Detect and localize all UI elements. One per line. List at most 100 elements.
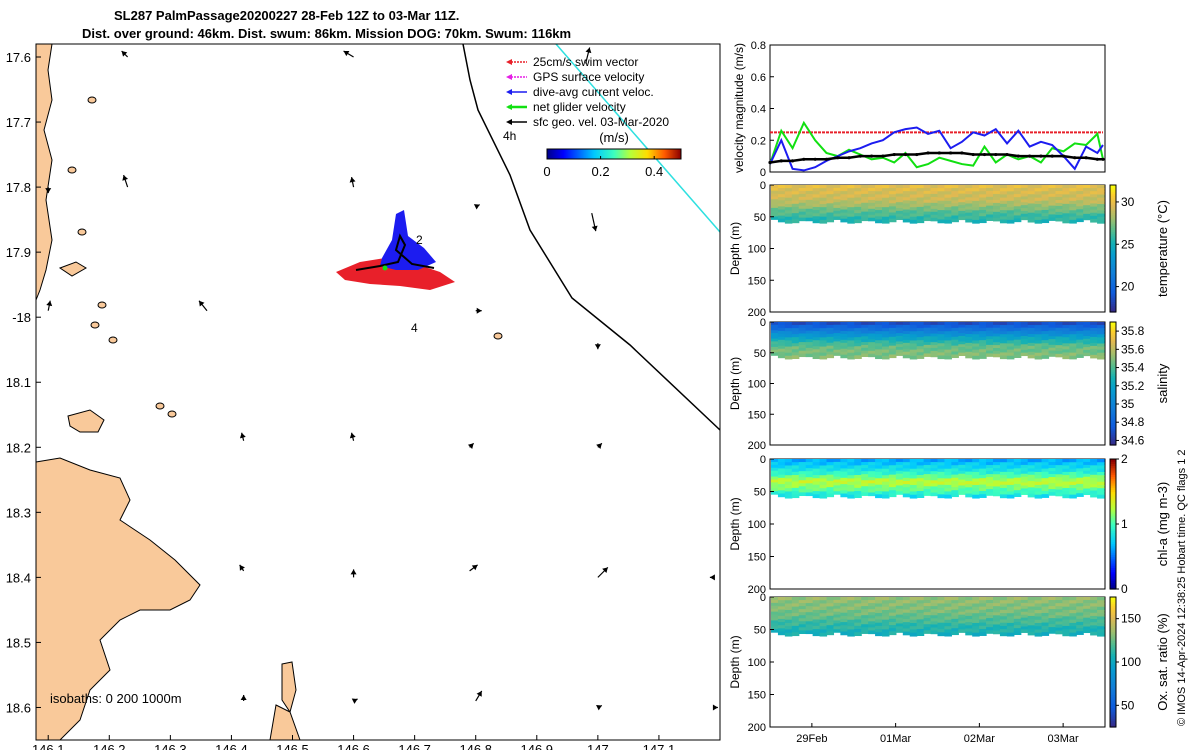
- map-colorbar-cell: [560, 149, 562, 159]
- profile-cell: [854, 325, 862, 329]
- colorbar-cell: [1110, 358, 1116, 362]
- profile-cell: [798, 600, 807, 604]
- map-colorbar-cell: [558, 149, 560, 159]
- map-colorbar-cell: [561, 149, 563, 159]
- profile-cell: [854, 616, 862, 621]
- profile-cell: [895, 485, 904, 489]
- profile-cell: [1062, 185, 1070, 189]
- profile-cell: [840, 603, 848, 608]
- profile-cell: [1083, 199, 1091, 203]
- profile-cell: [868, 465, 876, 469]
- profile-cell: [861, 624, 869, 628]
- profile-cell: [1062, 491, 1070, 496]
- profile-cell: [999, 203, 1008, 208]
- profile-cell: [999, 331, 1008, 335]
- profile-cell: [882, 481, 890, 486]
- profile-cell: [882, 471, 890, 476]
- profile-cell: [875, 613, 883, 617]
- profile-cell: [930, 330, 939, 335]
- profile-cell: [861, 333, 869, 337]
- map-colorbar-cell: [672, 149, 674, 159]
- profile-cell: [1055, 202, 1063, 207]
- profile-cell: [951, 336, 959, 341]
- profile-cell: [944, 200, 952, 205]
- profile-cell: [1048, 600, 1057, 604]
- profile-cell: [784, 213, 793, 218]
- colorbar-cell: [1110, 218, 1116, 222]
- profile-cell: [798, 214, 807, 219]
- profile-cell: [805, 350, 814, 355]
- profile-cell: [958, 470, 966, 475]
- profile-cell: [1055, 196, 1063, 201]
- profile-cell: [826, 477, 835, 482]
- profile-cell: [902, 465, 911, 470]
- profile-cell: [868, 630, 876, 635]
- profile-cell: [999, 462, 1008, 467]
- profile-cell: [1083, 485, 1091, 490]
- profile-cell: [861, 324, 869, 329]
- profile-cell: [888, 324, 897, 329]
- profile-cell: [805, 196, 814, 201]
- profile-cell: [965, 351, 973, 356]
- profile-cell: [937, 606, 946, 611]
- profile-cell: [875, 597, 883, 601]
- colorbar-tick-label: 1: [1121, 517, 1128, 531]
- profile-cell: [777, 342, 786, 347]
- profile-cell: [840, 348, 848, 353]
- colorbar-cell: [1110, 286, 1116, 290]
- profile-cell: [1034, 629, 1043, 634]
- profile-cell: [854, 322, 862, 326]
- profile-cell: [805, 486, 814, 490]
- colorbar-frame: [1109, 321, 1117, 446]
- profile-cell: [1076, 206, 1084, 210]
- colorbar-cell: [1110, 467, 1116, 471]
- profile-cell: [1020, 597, 1029, 601]
- profile-cell: [882, 603, 890, 608]
- profile-cell: [791, 603, 800, 608]
- profile-cell: [1020, 491, 1029, 495]
- profile-cell: [979, 216, 987, 220]
- profile-cell: [868, 621, 876, 625]
- profile-cell: [965, 203, 973, 208]
- profile-cell: [916, 628, 925, 633]
- profile-cell: [1097, 188, 1105, 192]
- profile-cell: [840, 218, 848, 223]
- profile-cell: [916, 194, 925, 199]
- profile-cell: [944, 632, 952, 637]
- profile-cell: [833, 467, 841, 472]
- profile-cell: [812, 619, 821, 624]
- profile-cell: [993, 627, 1001, 632]
- profile-cell: [993, 459, 1001, 463]
- current-vector-head: [585, 47, 592, 54]
- profile-cell: [882, 491, 890, 496]
- profile-cell: [930, 193, 939, 198]
- profile-cell: [951, 625, 959, 629]
- profile-cell: [979, 600, 987, 604]
- profile-cell: [902, 628, 911, 633]
- profile-cell: [771, 614, 779, 619]
- profile-cell: [958, 626, 966, 630]
- profile-cell: [1034, 355, 1043, 360]
- profile-cell: [1083, 333, 1091, 337]
- profile-cell: [1083, 335, 1091, 340]
- profile-cell: [1013, 459, 1022, 463]
- profile-cell: [923, 202, 932, 207]
- profile-cell: [1041, 459, 1050, 463]
- profile-cell: [944, 488, 952, 493]
- profile-cell: [937, 597, 946, 601]
- map-colorbar-cell: [590, 149, 592, 159]
- profile-cell: [868, 480, 876, 484]
- profile-cell: [944, 219, 952, 224]
- profile-cell: [868, 322, 876, 326]
- profile-cell: [868, 627, 876, 632]
- profile-cell: [1083, 473, 1091, 478]
- profile-cell: [1076, 336, 1084, 341]
- velocity-geo-point: [1050, 154, 1054, 158]
- colorbar-cell: [1110, 642, 1116, 646]
- velocity-geo-point: [982, 152, 987, 157]
- profile-cell: [1020, 199, 1029, 203]
- profile-cell: [1020, 467, 1029, 472]
- profile-cell: [777, 345, 786, 350]
- map-colorbar-cell: [644, 149, 646, 159]
- profile-cell: [951, 203, 959, 207]
